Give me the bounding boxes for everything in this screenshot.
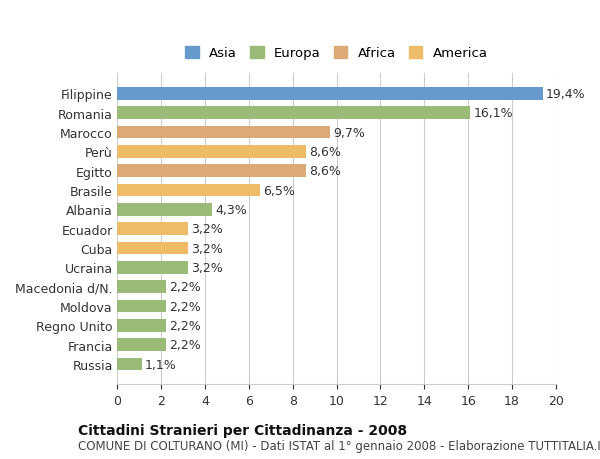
Bar <box>118 223 188 235</box>
Text: 6,5%: 6,5% <box>263 184 295 197</box>
Bar <box>118 339 166 351</box>
Text: 8,6%: 8,6% <box>309 165 341 178</box>
Bar <box>118 146 306 158</box>
Text: 9,7%: 9,7% <box>334 126 365 139</box>
Text: 19,4%: 19,4% <box>546 88 586 101</box>
Bar <box>118 165 306 178</box>
Text: 3,2%: 3,2% <box>191 242 223 255</box>
Text: 3,2%: 3,2% <box>191 261 223 274</box>
Bar <box>118 358 142 370</box>
Bar <box>118 88 542 101</box>
Bar <box>118 107 470 120</box>
Bar <box>118 242 188 255</box>
Text: 16,1%: 16,1% <box>473 107 513 120</box>
Bar <box>118 262 188 274</box>
Text: 8,6%: 8,6% <box>309 146 341 158</box>
Text: 2,2%: 2,2% <box>169 300 201 313</box>
Text: Cittadini Stranieri per Cittadinanza - 2008: Cittadini Stranieri per Cittadinanza - 2… <box>78 423 407 437</box>
Bar <box>118 300 166 313</box>
Bar <box>118 319 166 332</box>
Text: 1,1%: 1,1% <box>145 358 176 371</box>
Text: 4,3%: 4,3% <box>215 203 247 216</box>
Text: 2,2%: 2,2% <box>169 338 201 352</box>
Bar <box>118 204 212 216</box>
Text: 3,2%: 3,2% <box>191 223 223 235</box>
Legend: Asia, Europa, Africa, America: Asia, Europa, Africa, America <box>182 43 492 64</box>
Bar <box>118 127 330 139</box>
Text: 2,2%: 2,2% <box>169 280 201 294</box>
Text: COMUNE DI COLTURANO (MI) - Dati ISTAT al 1° gennaio 2008 - Elaborazione TUTTITAL: COMUNE DI COLTURANO (MI) - Dati ISTAT al… <box>78 439 600 452</box>
Text: 2,2%: 2,2% <box>169 319 201 332</box>
Bar <box>118 281 166 293</box>
Bar <box>118 185 260 197</box>
